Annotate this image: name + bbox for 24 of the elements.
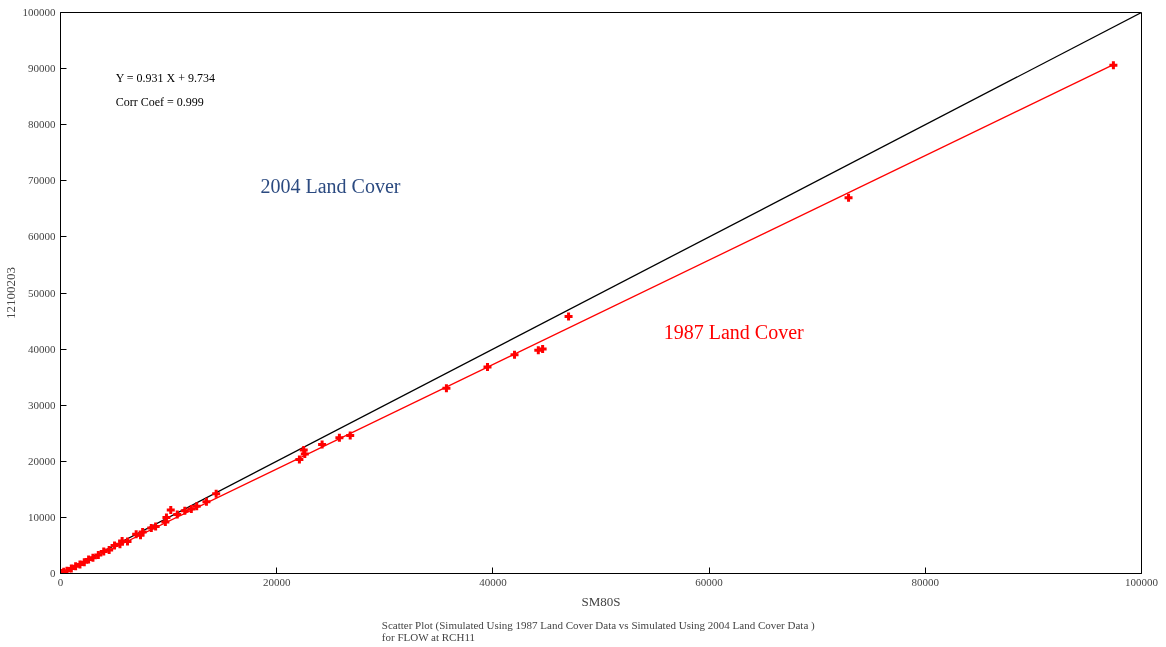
x-tick-label: 40000 (479, 575, 508, 588)
annotation: Corr Coef = 0.999 (115, 95, 204, 110)
y-tick-label: 40000 (28, 342, 56, 355)
y-tick-label: 20000 (28, 454, 56, 467)
y-tick-label: 10000 (28, 510, 56, 523)
x-axis-title: SM80S (581, 593, 621, 609)
y-tick-label: 80000 (28, 118, 56, 131)
text: Scatter Plot (Simulated Using 1987 Land Cover Data vs Simulated Using 2004 Land Cover Data ) for FLOW at RCH11 (381, 618, 816, 643)
y-axis-title: 12100203 (2, 267, 18, 319)
y-tick-label: 100000 (22, 6, 56, 18)
y-tick-label: 60000 (28, 230, 56, 243)
y-tick-label: 50000 (28, 286, 56, 299)
y-tick-label: 0 (50, 567, 56, 579)
y-tick-label: 70000 (28, 174, 56, 187)
x-tick-label: 20000 (262, 575, 291, 588)
x-tick-label: 0 (57, 575, 64, 588)
annotation: Y = 0.931 X + 9.734 (115, 71, 216, 86)
y-tick-label: 30000 (28, 398, 56, 411)
y-tick-label: 90000 (28, 62, 56, 75)
annotation: 1987 Land Cover (663, 321, 805, 344)
x-tick-label: 60000 (695, 575, 724, 588)
x-tick-label: 100000 (1125, 575, 1159, 588)
annotation: 2004 Land Cover (260, 174, 401, 197)
x-tick-label: 80000 (911, 575, 940, 588)
